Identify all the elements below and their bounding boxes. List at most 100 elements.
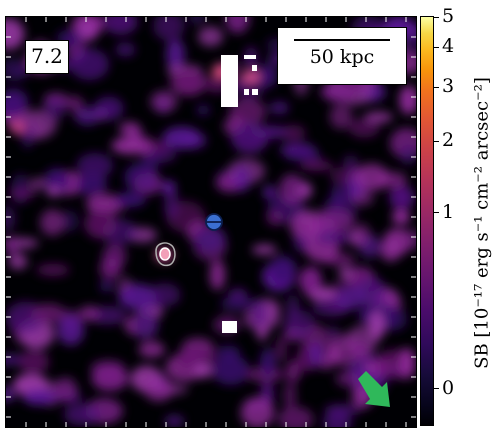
emission-blob bbox=[193, 225, 226, 254]
emission-hotspot bbox=[9, 120, 27, 134]
emission-blob bbox=[322, 410, 352, 427]
emission-blob bbox=[326, 326, 340, 339]
colorbar-tick bbox=[434, 141, 439, 142]
emission-blob bbox=[259, 347, 276, 379]
colorbar-tick-label: 5 bbox=[442, 5, 455, 27]
emission-blob bbox=[148, 283, 181, 307]
emission-blob bbox=[220, 296, 256, 312]
panel-label: 7.2 bbox=[25, 40, 69, 74]
emission-hotspot bbox=[392, 210, 410, 224]
colorbar-tick-label: 1 bbox=[442, 201, 455, 223]
emission-blob bbox=[89, 305, 127, 325]
emission-blob bbox=[327, 343, 342, 364]
emission-blob bbox=[266, 209, 285, 226]
emission-blob bbox=[286, 360, 301, 383]
emission-blob bbox=[352, 191, 374, 206]
colorbar-tick-label: 3 bbox=[442, 75, 455, 97]
scale-bar bbox=[294, 39, 390, 41]
emission-blob bbox=[40, 209, 65, 236]
emission-blob bbox=[6, 235, 18, 258]
emission-blob bbox=[270, 255, 295, 284]
colorbar-tick bbox=[434, 47, 439, 48]
emission-blob bbox=[269, 101, 290, 115]
emission-blob bbox=[8, 253, 28, 270]
emission-blob bbox=[114, 192, 147, 208]
emission-blob bbox=[149, 90, 178, 113]
emission-blob bbox=[69, 48, 109, 81]
emission-field bbox=[6, 17, 416, 427]
emission-blob bbox=[30, 303, 66, 323]
masked-region bbox=[252, 89, 258, 95]
direction-arrow-icon bbox=[358, 371, 390, 407]
emission-blob bbox=[380, 238, 402, 262]
emission-blob bbox=[75, 173, 108, 196]
emission-blob bbox=[252, 244, 277, 255]
emission-blob bbox=[335, 285, 367, 310]
scale-bar-label: 50 kpc bbox=[309, 46, 375, 68]
source-marker bbox=[205, 213, 223, 231]
emission-blob bbox=[57, 314, 85, 346]
colorbar-tick bbox=[434, 212, 439, 213]
emission-blob bbox=[63, 403, 101, 426]
emission-blob bbox=[74, 106, 100, 126]
emission-blob bbox=[6, 387, 16, 402]
colorbar-title: SB [10⁻¹⁷ erg s⁻¹ cm⁻² arcsec⁻²] bbox=[470, 18, 494, 428]
emission-blob bbox=[400, 144, 416, 165]
map-image bbox=[6, 17, 416, 427]
emission-blob bbox=[46, 186, 61, 197]
contour-inner bbox=[159, 247, 171, 261]
emission-blob bbox=[369, 310, 385, 341]
emission-blob bbox=[343, 155, 359, 169]
emission-blob bbox=[6, 205, 16, 232]
emission-blob bbox=[286, 294, 300, 322]
emission-blob bbox=[389, 185, 415, 210]
emission-blob bbox=[283, 381, 297, 411]
colorbar-tick bbox=[434, 388, 439, 389]
emission-blob bbox=[99, 279, 115, 293]
emission-blob bbox=[299, 160, 333, 171]
emission-blob bbox=[351, 339, 370, 362]
emission-blob bbox=[329, 103, 353, 129]
emission-blob bbox=[29, 177, 47, 190]
emission-blob bbox=[252, 64, 278, 88]
colorbar-tick-label: 4 bbox=[442, 35, 455, 57]
emission-blob bbox=[399, 85, 416, 115]
emission-blob bbox=[240, 397, 275, 427]
emission-blob bbox=[153, 17, 185, 41]
emission-blob bbox=[348, 118, 380, 138]
emission-blob bbox=[169, 67, 207, 96]
emission-blob bbox=[233, 164, 252, 192]
emission-blob bbox=[315, 231, 352, 245]
emission-blob bbox=[309, 341, 324, 367]
emission-blob bbox=[285, 151, 322, 162]
emission-blob bbox=[231, 122, 269, 154]
emission-blob bbox=[275, 335, 288, 362]
contour-outer bbox=[155, 242, 176, 267]
emission-blob bbox=[36, 263, 70, 276]
emission-blob bbox=[76, 153, 114, 179]
colorbar bbox=[420, 16, 434, 426]
emission-blob bbox=[91, 365, 128, 391]
emission-blob bbox=[22, 389, 57, 406]
emission-blob bbox=[118, 284, 157, 310]
emission-blob bbox=[279, 173, 305, 206]
emission-blob bbox=[338, 266, 354, 281]
emission-blob bbox=[90, 17, 104, 33]
emission-blob bbox=[84, 209, 118, 239]
emission-blob bbox=[53, 377, 77, 401]
emission-blob bbox=[193, 364, 213, 378]
emission-blob bbox=[6, 58, 28, 81]
colorbar-tick bbox=[434, 17, 439, 18]
emission-blob bbox=[196, 104, 210, 116]
emission-blob bbox=[43, 95, 67, 121]
masked-region bbox=[221, 55, 238, 107]
emission-blob bbox=[277, 406, 314, 427]
emission-blob bbox=[263, 185, 277, 200]
emission-blob bbox=[299, 266, 322, 295]
emission-blob bbox=[211, 354, 250, 385]
emission-blob bbox=[7, 188, 37, 199]
emission-blob bbox=[79, 305, 100, 321]
emission-blob bbox=[94, 96, 124, 121]
emission-blob bbox=[175, 346, 216, 371]
emission-blob bbox=[406, 23, 416, 41]
